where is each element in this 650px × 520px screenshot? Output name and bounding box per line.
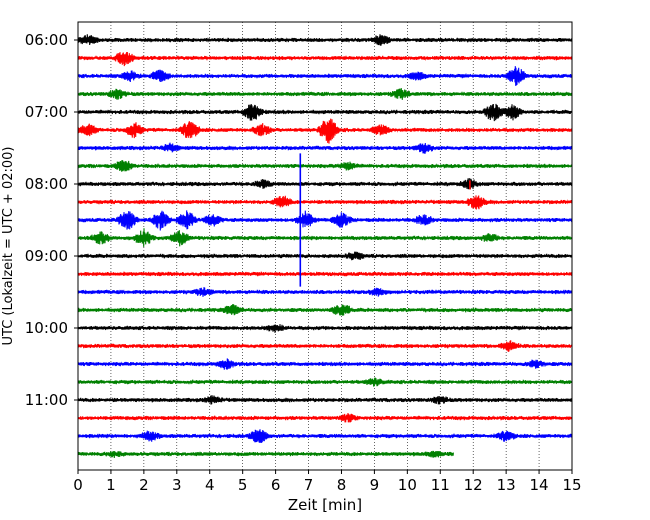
trace-row <box>77 118 573 144</box>
x-axis-label: Zeit [min] <box>288 496 362 514</box>
y-tick-label: 06:00 <box>25 31 68 49</box>
trace-row <box>77 429 573 443</box>
trace-row <box>77 34 573 46</box>
trace-row <box>77 324 573 333</box>
trace-row <box>77 159 573 172</box>
trace-row <box>77 340 573 352</box>
y-tick-label: 11:00 <box>25 391 68 409</box>
x-tick-label: 7 <box>304 476 314 494</box>
y-axis-ticks: 06:00 07:00 08:00 09:00 10:00 11:00 <box>25 31 78 409</box>
trace-row <box>77 228 573 247</box>
x-tick-label: 13 <box>497 476 516 494</box>
x-tick-label: 12 <box>464 476 483 494</box>
spike-events <box>299 122 471 287</box>
trace-row <box>77 412 573 423</box>
x-axis-ticks: 0 1 2 3 4 5 6 7 8 9 10 11 12 13 14 15 <box>73 470 582 494</box>
trace-row <box>77 251 573 261</box>
x-tick-label: 2 <box>139 476 149 494</box>
x-tick-label: 0 <box>73 476 83 494</box>
x-tick-label: 3 <box>172 476 182 494</box>
y-tick-label: 09:00 <box>25 247 68 265</box>
x-tick-label: 10 <box>398 476 417 494</box>
trace-row <box>77 103 573 122</box>
y-tick-label: 10:00 <box>25 319 68 337</box>
trace-row <box>77 304 573 316</box>
plot-frame <box>77 21 573 471</box>
x-tick-label: 8 <box>337 476 347 494</box>
x-tick-label: 4 <box>205 476 215 494</box>
trace-row <box>77 142 573 154</box>
trace-row <box>77 377 573 387</box>
trace-row <box>77 88 573 100</box>
x-tick-label: 14 <box>530 476 549 494</box>
x-tick-label: 6 <box>271 476 281 494</box>
trace-row <box>77 287 573 297</box>
x-tick-label: 5 <box>238 476 248 494</box>
trace-row <box>77 66 573 86</box>
trace-row <box>77 210 573 231</box>
trace-row <box>77 395 573 405</box>
y-axis-label: UTC (Lokalzeit = UTC + 02:00) <box>1 147 16 346</box>
x-tick-label: 1 <box>106 476 116 494</box>
trace-row <box>77 358 573 370</box>
trace-row <box>77 195 573 210</box>
trace-row <box>77 271 573 277</box>
y-tick-label: 07:00 <box>25 103 68 121</box>
x-tick-label: 15 <box>562 476 581 494</box>
trace-row <box>77 450 454 459</box>
trace-row <box>77 51 573 67</box>
seismic-traces <box>77 34 573 459</box>
x-tick-label: 11 <box>431 476 450 494</box>
y-tick-label: 08:00 <box>25 175 68 193</box>
x-tick-label: 9 <box>370 476 380 494</box>
trace-row <box>77 178 573 190</box>
